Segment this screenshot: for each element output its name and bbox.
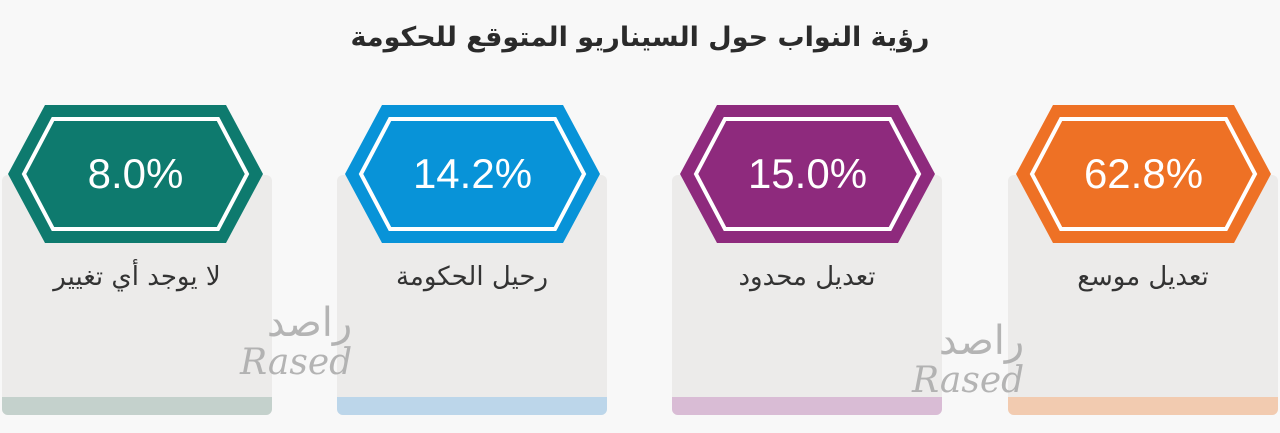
data-label: 8.0% [87,150,184,197]
card-strip [337,397,607,415]
watermark-left: راصد Rased [240,300,352,383]
watermark-latin: Rased [240,342,353,383]
value-hexagon: 8.0% [8,105,263,243]
watermark-arabic: راصد [938,318,1025,364]
chart-title: رؤية النواب حول السيناريو المتوقع للحكوم… [350,22,930,53]
card-strip [1008,397,1278,415]
category-label: رحيل الحكومة [395,262,548,292]
value-hexagon: 14.2% [345,105,600,243]
data-label: 62.8% [1083,150,1204,197]
watermark-latin: Rased [912,360,1025,401]
hexagon-inner-border [1029,117,1258,231]
card-strip [672,397,942,415]
value-hexagon: 62.8% [1016,105,1271,243]
hexagon-inner-border [358,117,587,231]
hexagon-shape [8,105,263,243]
watermark-arabic: راصد [266,300,353,346]
hexagon-inner-border [21,117,250,231]
hexagon-shape [1016,105,1271,243]
hexagon-shape [680,105,935,243]
category-label: تعديل موسع [1077,262,1209,292]
data-label: 14.2% [412,150,533,197]
watermark-right: راصد Rased [912,318,1024,401]
hexagon-inner-border [693,117,922,231]
card-strip [2,397,272,415]
category-label: تعديل محدود [738,262,876,292]
category-label: لا يوجد أي تغيير [53,262,221,292]
value-hexagon: 15.0% [680,105,935,243]
hexagon-shape [345,105,600,243]
data-label: 15.0% [747,150,868,197]
